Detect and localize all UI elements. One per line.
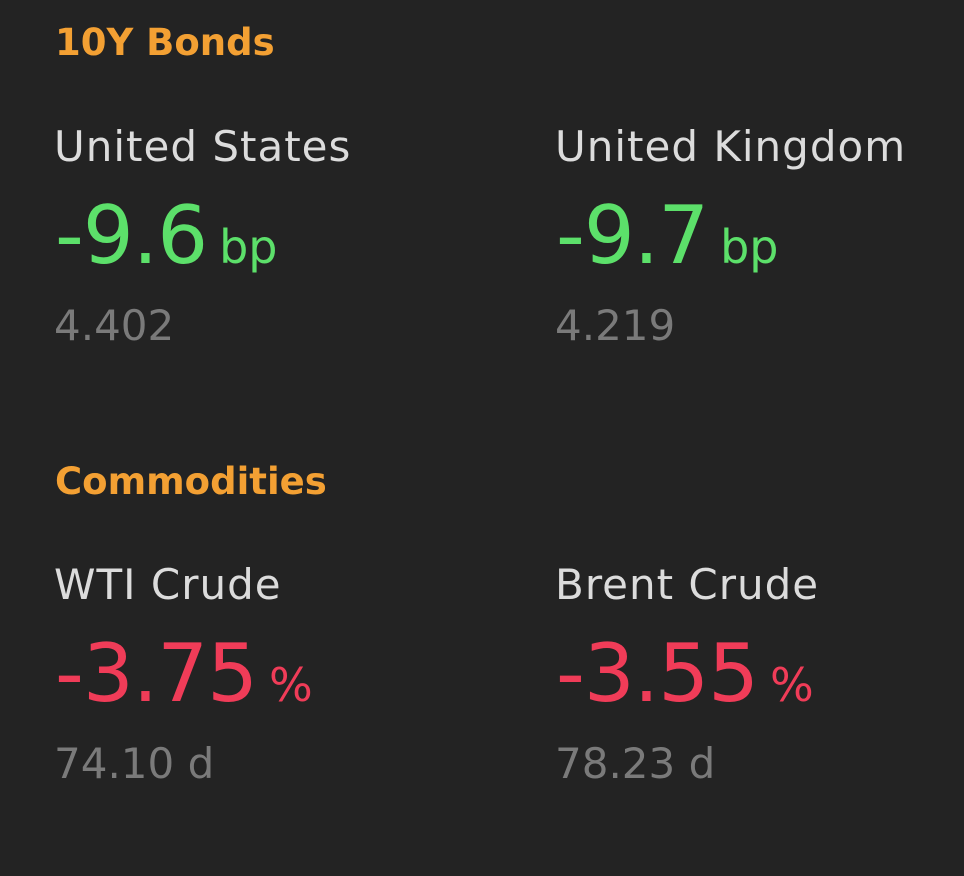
price: 74.10 d [54,739,215,788]
instrument-name[interactable]: United Kingdom [555,122,907,171]
change-value: -3.55 [556,627,759,720]
change-unit: % [269,658,313,712]
change-unit: bp [219,220,278,274]
section-title: Commodities [55,460,327,503]
instrument-name[interactable]: Brent Crude [555,560,820,609]
price: 4.219 [555,301,676,350]
change-value: -3.75 [55,627,258,720]
section-title: 10Y Bonds [55,21,275,64]
price: 4.402 [54,301,175,350]
change-row: -9.7 bp [556,196,779,276]
price: 78.23 d [555,739,716,788]
change-row: -9.6 bp [55,196,278,276]
instrument-name[interactable]: WTI Crude [54,560,282,609]
change-unit: % [770,658,814,712]
change-value: -9.7 [556,189,709,282]
instrument-name[interactable]: United States [54,122,352,171]
change-row: -3.55 % [556,634,814,714]
change-value: -9.6 [55,189,208,282]
change-row: -3.75 % [55,634,313,714]
change-unit: bp [720,220,779,274]
